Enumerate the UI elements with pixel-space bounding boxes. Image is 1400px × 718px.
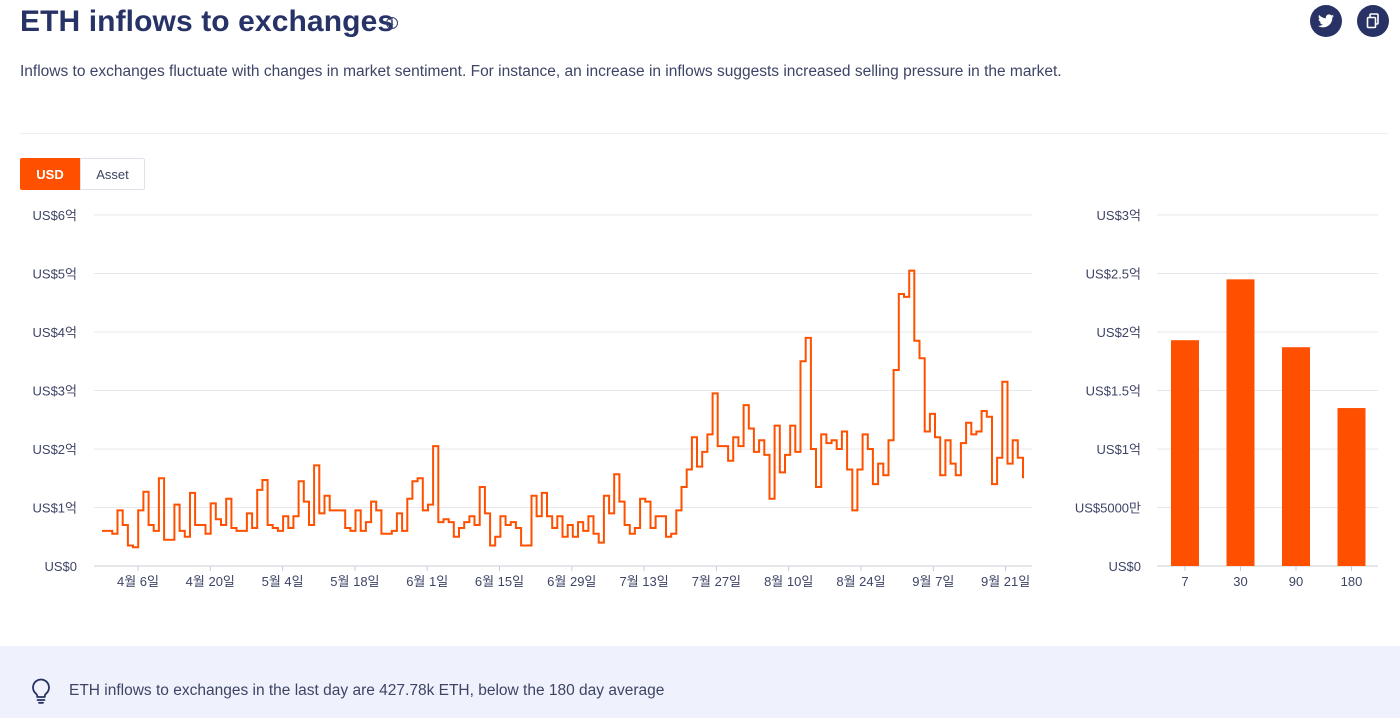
x-tick-label: 9월 7일 bbox=[912, 574, 954, 589]
x-tick-label: 9월 21일 bbox=[981, 574, 1030, 589]
twitter-icon bbox=[1318, 14, 1334, 28]
info-icon[interactable]: i bbox=[386, 17, 398, 29]
x-tick-label: 5월 18일 bbox=[330, 574, 379, 589]
y-tick-label: US$5억 bbox=[33, 267, 77, 282]
y-tick-label: US$1.5억 bbox=[1086, 384, 1141, 399]
bar-7 bbox=[1171, 340, 1199, 566]
y-tick-label: US$1억 bbox=[1097, 442, 1141, 457]
asset-toggle-button[interactable]: Asset bbox=[80, 158, 145, 190]
x-tick-label: 7 bbox=[1181, 574, 1188, 589]
x-tick-label: 7월 13일 bbox=[619, 574, 668, 589]
y-tick-label: US$5000만 bbox=[1075, 501, 1141, 516]
y-tick-label: US$2.5억 bbox=[1086, 267, 1141, 282]
series-line bbox=[102, 269, 1024, 549]
page-subtitle: Inflows to exchanges fluctuate with chan… bbox=[20, 63, 1062, 80]
twitter-share-button[interactable] bbox=[1310, 5, 1342, 37]
unit-toggle: USD Asset bbox=[20, 158, 145, 190]
y-tick-label: US$3억 bbox=[1097, 208, 1141, 223]
y-tick-label: US$3억 bbox=[33, 384, 77, 399]
bar-180 bbox=[1337, 408, 1366, 566]
x-tick-label: 6월 15일 bbox=[475, 574, 524, 589]
x-tick-label: 4월 20일 bbox=[186, 574, 235, 589]
x-tick-label: 8월 24일 bbox=[836, 574, 885, 589]
average-bar-chart: US$0 US$5000만 US$1억 US$1.5억 US$2억 US$2.5억 US$3… bbox=[1075, 208, 1378, 589]
y-tick-label: US$2억 bbox=[33, 442, 77, 457]
divider bbox=[20, 133, 1388, 134]
y-tick-label: US$4억 bbox=[33, 325, 77, 340]
page-title: ETH inflows to exchanges bbox=[20, 5, 395, 38]
usd-toggle-button[interactable]: USD bbox=[20, 158, 80, 190]
y-tick-label: US$0 bbox=[1108, 559, 1141, 574]
insight-text: ETH inflows to exchanges in the last day… bbox=[69, 682, 665, 699]
x-tick-label: 30 bbox=[1233, 574, 1247, 589]
y-tick-label: US$1억 bbox=[33, 501, 77, 516]
x-tick-label: 8월 10일 bbox=[764, 574, 813, 589]
x-tick-label: 90 bbox=[1289, 574, 1303, 589]
x-tick-label: 6월 29일 bbox=[547, 574, 596, 589]
y-tick-label: US$0 bbox=[44, 559, 77, 574]
x-tick-label: 5월 4일 bbox=[262, 574, 304, 589]
x-tick-label: 7월 27일 bbox=[692, 574, 741, 589]
x-tick-label: 180 bbox=[1341, 574, 1363, 589]
inflow-line-chart: US$0 US$1억 US$2억 US$3억 US$4억 US$5억 US$6억 4월 6일 4… bbox=[33, 208, 1032, 589]
y-tick-label: US$6억 bbox=[33, 208, 77, 223]
x-tick-label: 4월 6일 bbox=[117, 574, 159, 589]
insight-banner: ETH inflows to exchanges in the last day… bbox=[0, 646, 1400, 718]
lightbulb-icon bbox=[32, 678, 50, 704]
copy-link-button[interactable] bbox=[1357, 5, 1389, 37]
bar-30 bbox=[1226, 279, 1255, 566]
x-tick-label: 6월 1일 bbox=[406, 574, 448, 589]
bar-90 bbox=[1282, 347, 1310, 566]
copy-icon bbox=[1366, 13, 1379, 29]
y-tick-label: US$2억 bbox=[1097, 325, 1141, 340]
